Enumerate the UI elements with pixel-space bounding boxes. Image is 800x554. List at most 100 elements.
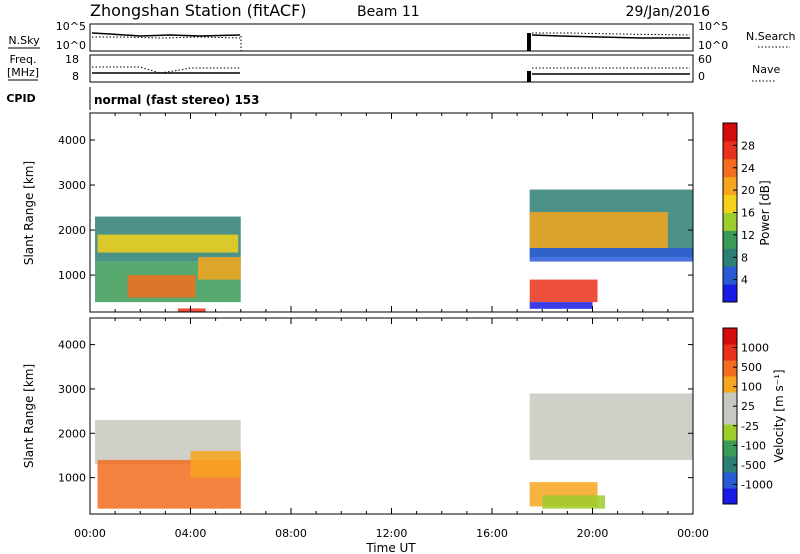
cpid-row: CPID normal (fast stereo) 153 (6, 87, 260, 110)
freq-frame (89, 54, 694, 83)
velocity-colorbar-frame (722, 327, 738, 505)
velocity-colorbar: 1000 500 100 25 -25 -100 -500 -1000 (722, 327, 773, 505)
velocity-colorbar-tick-label: 25 (741, 400, 755, 413)
velocity-colorbar-swatch (723, 344, 737, 361)
velocity-colorbar-swatch (723, 472, 737, 489)
nsky-frame (89, 23, 694, 52)
power-colorbar-tick-label: 12 (741, 229, 755, 242)
velocity-ytick-label: 2000 (58, 427, 86, 440)
power-echo-region (198, 257, 241, 280)
velocity-colorbar-tick-label: 1000 (741, 342, 769, 355)
time-tick-label: 04:00 (175, 527, 207, 540)
velocity-ytick-label: 4000 (58, 339, 86, 352)
velocity-axis-ticks: 4000 3000 2000 1000 (58, 318, 694, 514)
power-echo-region (529, 248, 693, 262)
velocity-colorbar-swatch (723, 440, 737, 457)
velocity-panel: 4000 3000 2000 1000 Slant Range [km] 1000 50… (22, 317, 786, 554)
power-colorbar-tick-label: 16 (741, 207, 755, 220)
power-colorbar-tick-label: 24 (741, 162, 755, 175)
date-label: 29/Jan/2016 (626, 4, 711, 20)
power-panel: 4000 3000 2000 1000 Slant Range [km] 28 24 20… (22, 112, 772, 313)
cpid-label: CPID (6, 92, 35, 105)
nsky-trace-b (531, 34, 690, 39)
beam-label: Beam 11 (357, 4, 420, 20)
nsearch-tick-top: 10^5 (698, 20, 728, 33)
power-colorbar-swatch (723, 194, 737, 213)
nave-tick-top: 60 (698, 53, 712, 66)
nsky-trace-a (91, 32, 241, 37)
nave-trace-a (92, 66, 240, 74)
velocity-colorbar-swatch (723, 360, 737, 377)
power-ylabel: Slant Range [km] (22, 161, 36, 265)
velocity-colorbar-swatch (723, 376, 737, 393)
power-colorbar-swatch (723, 123, 737, 142)
power-colorbar-tick-label: 4 (741, 274, 748, 287)
velocity-colorbar-label: Velocity [m s⁻¹] (772, 369, 786, 462)
power-colorbar-swatch (723, 140, 737, 160)
power-colorbar-swatch (723, 284, 737, 303)
power-colorbar: 28 24 20 16 12 8 4 (722, 122, 755, 303)
velocity-colorbar-tick-label: 100 (741, 381, 762, 394)
nsearch-trace-a (92, 36, 241, 39)
nsky-label: N.Sky (8, 34, 40, 47)
velocity-colorbar-swatch (723, 328, 737, 345)
velocity-colorbar-swatch (723, 488, 737, 505)
velocity-colorbar-swatch (723, 456, 737, 473)
time-tick-label: 00:00 (74, 527, 106, 540)
power-axis-ticks: 4000 3000 2000 1000 (58, 113, 694, 312)
power-ytick-label: 4000 (58, 134, 86, 147)
power-colorbar-tick-label: 20 (741, 184, 755, 197)
power-echo-region (529, 302, 593, 309)
time-tick-label: 08:00 (275, 527, 307, 540)
power-colorbar-swatch (723, 266, 737, 285)
nsearch-label: N.Search (746, 30, 796, 43)
nave-label: Nave (752, 63, 780, 76)
nsky-tick-bottom: 10^0 (56, 39, 86, 52)
power-data-layer (95, 189, 693, 312)
power-echo-region (127, 275, 196, 298)
nsky-panel: N.Sky 10^5 10^0 10^5 10^0 N.Search (8, 20, 796, 52)
velocity-colorbar-tick-label: -25 (741, 420, 759, 433)
velocity-echo-region (542, 495, 606, 509)
cpid-mode: normal (fast stereo) 153 (94, 93, 260, 107)
velocity-ytick-label: 1000 (58, 472, 86, 485)
freq-tick-top: 18 (65, 53, 79, 66)
velocity-colorbar-swatch (723, 424, 737, 441)
velocity-data-layer (95, 393, 693, 509)
nave-tick-bottom: 0 (698, 70, 705, 83)
velocity-colorbar-tick-label: -100 (741, 439, 766, 452)
time-tick-label: 16:00 (476, 527, 508, 540)
time-xlabel: Time UT (365, 541, 416, 554)
nsky-bar-b (527, 33, 531, 51)
power-colorbar-swatch (723, 176, 737, 196)
time-tick-label: 12:00 (376, 527, 408, 540)
power-echo-region (97, 234, 239, 253)
velocity-echo-region (190, 451, 241, 478)
freq-label: Freq. (9, 53, 36, 66)
power-colorbar-label: Power [dB] (758, 180, 772, 245)
nsky-tick-top: 10^5 (56, 20, 86, 33)
power-ytick-label: 3000 (58, 179, 86, 192)
freq-unit: [MHz] (7, 66, 39, 79)
power-echo-region (529, 212, 668, 249)
power-colorbar-swatch (723, 248, 737, 267)
power-ytick-label: 2000 (58, 224, 86, 237)
power-colorbar-swatch (723, 230, 737, 249)
time-axis-ticks: 00:00 04:00 08:00 12:00 16:00 20:00 00:00 (74, 527, 709, 540)
power-colorbar-tick-label: 8 (741, 251, 748, 264)
power-echo-region (529, 279, 598, 303)
power-colorbar-swatch (723, 212, 737, 231)
velocity-ytick-label: 3000 (58, 383, 86, 396)
freq-panel: Freq. [MHz] 18 8 60 0 Nave (7, 53, 781, 83)
power-ytick-label: 1000 (58, 269, 86, 282)
power-echo-region (177, 308, 206, 312)
freq-bar-b (527, 71, 531, 82)
time-tick-label: 00:00 (677, 527, 709, 540)
velocity-colorbar-tick-label: -500 (741, 459, 766, 472)
nsearch-trace-b (532, 32, 691, 36)
velocity-echo-region (529, 393, 693, 460)
freq-tick-bottom: 8 (72, 70, 79, 83)
velocity-colorbar-tick-label: 500 (741, 361, 762, 374)
velocity-colorbar-swatch (723, 392, 737, 409)
